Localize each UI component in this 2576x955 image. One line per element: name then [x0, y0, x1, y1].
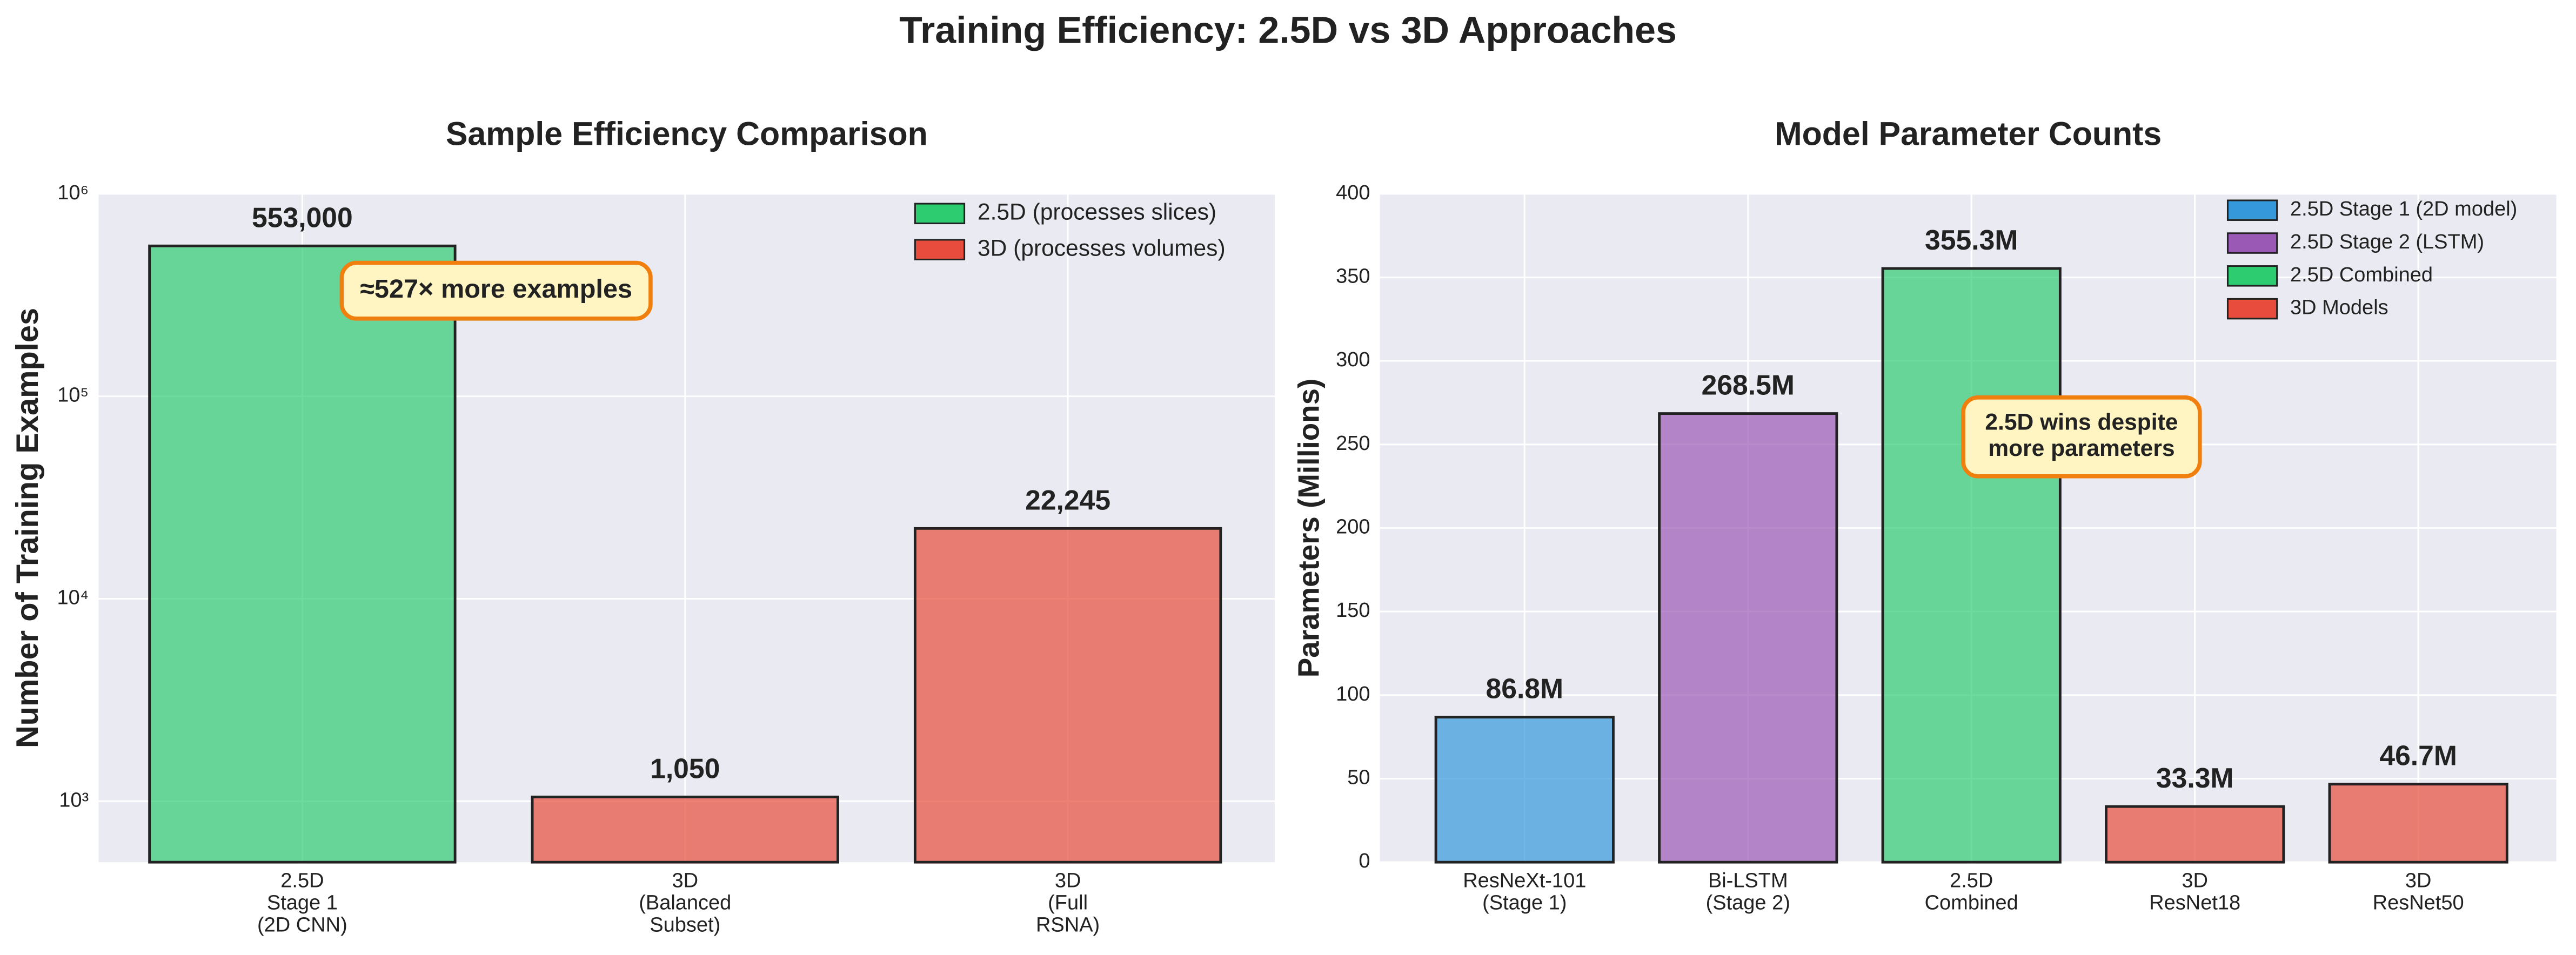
y-tick-label: 150	[1336, 599, 1370, 622]
value-label: 355.3M	[1925, 224, 2018, 255]
x-tick-label: 3D ResNet50	[2373, 870, 2464, 914]
legend-swatch	[914, 239, 966, 260]
x-tick-label: Bi-LSTM (Stage 2)	[1706, 870, 1790, 914]
y-tick-label: 10³	[59, 789, 89, 811]
bar	[1434, 716, 1615, 864]
bar	[2105, 805, 2285, 864]
bar	[913, 527, 1222, 864]
annotation: ≈527× more examples	[360, 274, 632, 304]
bar	[148, 244, 457, 864]
legend-label: 3D (processes volumes)	[978, 235, 1226, 261]
y-tick-label: 200	[1336, 516, 1370, 539]
x-tick-label: 2.5D Stage 1 (2D CNN)	[257, 870, 347, 937]
x-tick-label: ResNeXt-101 (Stage 1)	[1463, 870, 1586, 914]
x-tick-label: 3D (Balanced Subset)	[639, 870, 731, 937]
figure-title: Training Efficiency: 2.5D vs 3D Approach…	[899, 9, 1677, 51]
legend-label: 2.5D Combined	[2290, 264, 2433, 286]
legend-label: 3D Models	[2290, 297, 2388, 319]
annotation-box	[339, 260, 653, 321]
y-axis-label: Parameters (Millions)	[1292, 379, 1326, 677]
legend-swatch	[2226, 232, 2278, 254]
value-label: 33.3M	[2156, 762, 2234, 793]
y-tick-label: 300	[1336, 348, 1370, 371]
value-label: 46.7M	[2379, 740, 2457, 771]
legend-label: 2.5D Stage 1 (2D model)	[2290, 198, 2517, 220]
x-tick-label: 2.5D Combined	[1925, 870, 2018, 914]
legend-swatch	[2226, 265, 2278, 287]
x-tick-label: 3D (Full RSNA)	[1036, 870, 1100, 937]
legend-swatch	[914, 203, 966, 225]
value-label: 268.5M	[1702, 369, 1795, 401]
legend-label: 2.5D Stage 2 (LSTM)	[2290, 231, 2484, 253]
x-tick-label: 3D ResNet18	[2149, 870, 2240, 914]
value-label: 553,000	[252, 201, 353, 233]
bar	[531, 795, 839, 864]
chart-title: Model Parameter Counts	[1775, 115, 2162, 152]
y-axis-label: Number of Training Examples	[10, 308, 45, 748]
y-tick-label: 350	[1336, 265, 1370, 288]
y-tick-label: 10⁴	[57, 587, 89, 609]
value-label: 1,050	[650, 752, 720, 784]
legend-label: 2.5D (processes slices)	[978, 199, 1216, 225]
chart-title: Sample Efficiency Comparison	[446, 115, 928, 152]
y-tick-label: 0	[1359, 850, 1370, 872]
legend-swatch	[2226, 199, 2278, 221]
bar	[2328, 783, 2508, 864]
y-tick-label: 400	[1336, 181, 1370, 204]
y-tick-label: 250	[1336, 432, 1370, 455]
legend-swatch	[2226, 298, 2278, 320]
y-tick-label: 50	[1347, 766, 1370, 789]
value-label: 86.8M	[1486, 673, 1563, 704]
bar	[1881, 267, 2062, 864]
value-label: 22,245	[1025, 484, 1110, 515]
y-tick-label: 10⁶	[57, 181, 89, 204]
bar	[1658, 412, 1838, 864]
y-tick-label: 10⁵	[57, 384, 89, 407]
y-tick-label: 100	[1336, 683, 1370, 705]
annotation-box	[1961, 395, 2202, 479]
annotation: 2.5D wins despite more parameters	[1985, 409, 2178, 462]
